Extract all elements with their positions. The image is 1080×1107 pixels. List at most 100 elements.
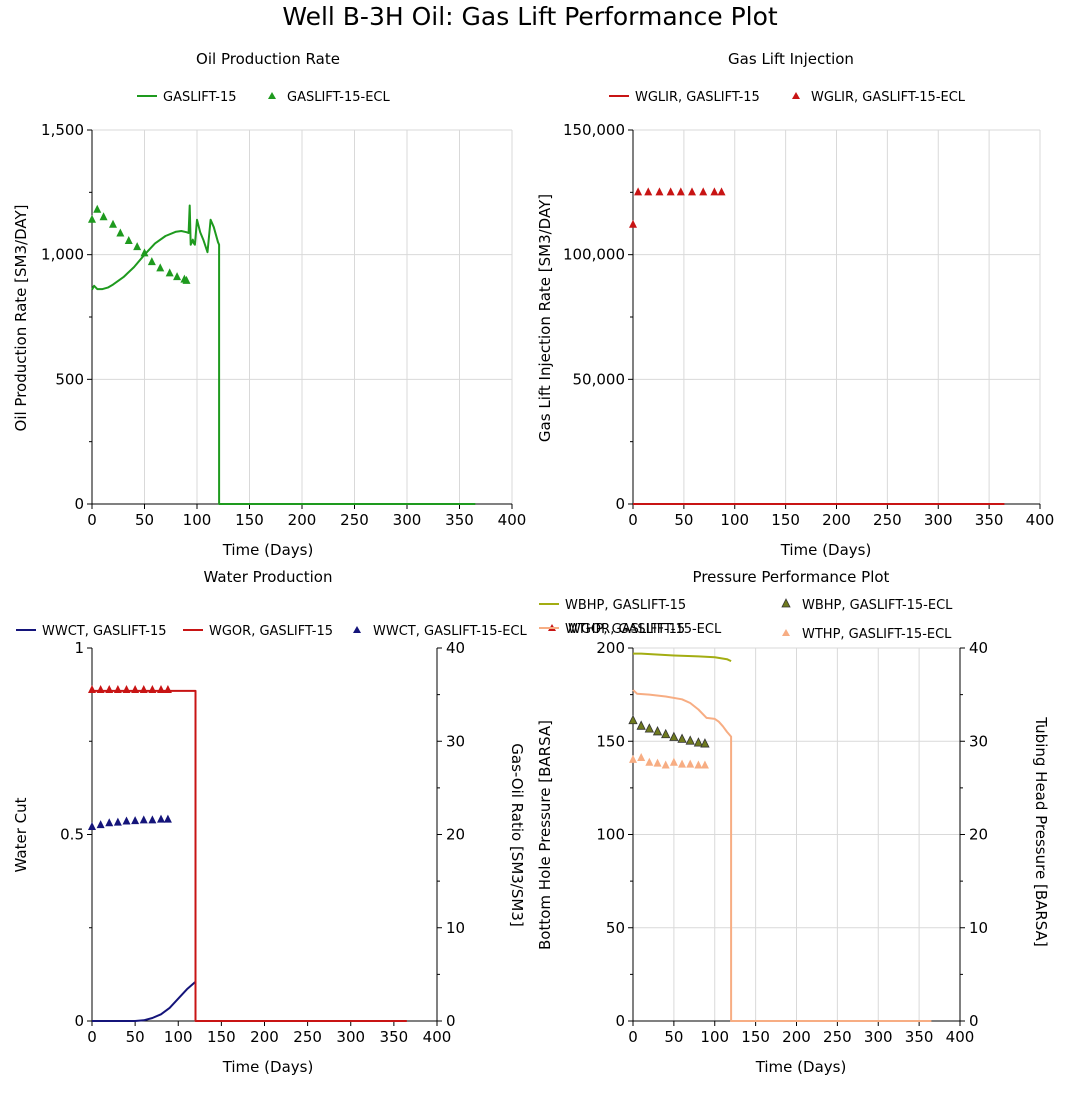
pressure-x-tick-label: 350 bbox=[905, 1028, 934, 1046]
water-series-3-point bbox=[105, 684, 114, 693]
oil-y-tick-label: 0 bbox=[74, 495, 84, 513]
gaslift-series-1-point bbox=[710, 187, 719, 196]
oil-panel-title: Oil Production Rate bbox=[196, 50, 340, 68]
oil-x-tick-label: 150 bbox=[235, 511, 264, 529]
water-x-tick-label: 50 bbox=[126, 1028, 145, 1046]
gaslift-x-tick-label: 400 bbox=[1026, 511, 1055, 529]
pressure-series-1-point bbox=[693, 737, 704, 747]
water-series-1-line bbox=[92, 689, 407, 1022]
water-series-3-point bbox=[131, 684, 140, 693]
gaslift-legend-ecl-label: WGLIR, GASLIFT-15-ECL bbox=[811, 90, 966, 105]
gaslift-series-1-point bbox=[634, 187, 643, 196]
water-y-tick-label: 0 bbox=[74, 1012, 84, 1030]
pressure-x-axis-label: Time (Days) bbox=[755, 1058, 847, 1076]
pressure-series-3-point bbox=[678, 759, 687, 768]
oil-x-tick-label: 300 bbox=[393, 511, 422, 529]
water-series-2-point bbox=[88, 822, 96, 831]
pressure-series-1-point bbox=[636, 720, 646, 730]
water-x-tick-label: 300 bbox=[336, 1028, 365, 1046]
pressure-x-tick-label: 300 bbox=[864, 1028, 893, 1046]
pressure-series-3-point bbox=[669, 757, 678, 766]
oil-y-tick-label: 500 bbox=[55, 370, 84, 388]
pressure-series-1-point bbox=[652, 726, 663, 736]
pressure-x-tick-label: 400 bbox=[946, 1028, 975, 1046]
pressure-legend-wthp-label: WTHP, GASLIFT-15 bbox=[565, 622, 685, 637]
water-legend-wct-label: WWCT, GASLIFT-15 bbox=[42, 624, 167, 639]
water-y-tick-label: 0.5 bbox=[60, 826, 84, 844]
pressure-series-1-point bbox=[628, 714, 638, 725]
water-series-3-point bbox=[139, 684, 148, 693]
water-x-axis-label: Time (Days) bbox=[222, 1058, 314, 1076]
pressure-series-3-point bbox=[653, 758, 662, 767]
pressure-y-tick-label: 50 bbox=[606, 919, 625, 937]
gaslift-x-tick-label: 200 bbox=[822, 511, 851, 529]
water-y2-tick-label: 10 bbox=[446, 919, 465, 937]
oil-legend-marker-swatch bbox=[268, 92, 276, 99]
water-series-3-point bbox=[157, 684, 165, 693]
oil-axes: 0 50 100 150 200 250 300 350 400 0 500 1,000 1,500 bbox=[41, 121, 526, 529]
oil-series-1-point bbox=[93, 204, 102, 213]
pressure-y-tick-label: 200 bbox=[596, 639, 625, 657]
gaslift-panel-title: Gas Lift Injection bbox=[728, 50, 854, 68]
pressure-legend-wthp-ecl-marker bbox=[782, 629, 790, 636]
water-x-tick-label: 400 bbox=[423, 1028, 452, 1046]
water-x-tick-label: 200 bbox=[250, 1028, 279, 1046]
oil-x-tick-label: 100 bbox=[183, 511, 212, 529]
gaslift-x-tick-label: 350 bbox=[975, 511, 1004, 529]
water-y-tick-label: 1 bbox=[74, 639, 84, 657]
pressure-series-1-point bbox=[700, 738, 710, 748]
pressure-legend-wthp-ecl-label: WTHP, GASLIFT-15-ECL bbox=[802, 627, 952, 642]
oil-series-1-point bbox=[182, 275, 191, 284]
pressure-series-0-line bbox=[633, 652, 732, 663]
pressure-y-tick-label: 100 bbox=[596, 826, 625, 844]
pressure-series-3-point bbox=[661, 760, 670, 769]
water-legend-wct-ecl-label: WWCT, GASLIFT-15-ECL bbox=[373, 624, 527, 639]
oil-x-tick-label: 350 bbox=[445, 511, 474, 529]
oil-legend-sim-label: GASLIFT-15 bbox=[163, 90, 237, 105]
oil-series-1-point bbox=[165, 268, 174, 277]
pressure-y2-tick-label: 0 bbox=[969, 1012, 979, 1030]
gaslift-x-tick-label: 300 bbox=[924, 511, 953, 529]
water-series-2-point bbox=[139, 815, 148, 824]
pressure-series-1-point bbox=[685, 735, 695, 745]
pressure-series-3-point bbox=[686, 759, 695, 768]
oil-x-axis-label: Time (Days) bbox=[222, 541, 314, 559]
water-series-2-point bbox=[148, 815, 157, 824]
oil-series-1-point bbox=[147, 257, 156, 266]
water-series-2-point bbox=[96, 820, 105, 829]
pressure-x-tick-label: 50 bbox=[664, 1028, 683, 1046]
pressure-x-tick-label: 100 bbox=[700, 1028, 729, 1046]
water-series-2-point bbox=[105, 818, 114, 827]
pressure-series-2-line bbox=[632, 689, 932, 1022]
water-panel-title: Water Production bbox=[204, 568, 333, 586]
gaslift-legend-sim-label: WGLIR, GASLIFT-15 bbox=[635, 90, 760, 105]
water-series-2-point bbox=[157, 814, 165, 823]
oil-x-tick-label: 250 bbox=[340, 511, 369, 529]
gaslift-x-tick-label: 50 bbox=[674, 511, 693, 529]
pressure-axes: 0 50 100 150 200 250 300 350 4000501001502000102… bbox=[596, 639, 988, 1046]
oil-series-1-point bbox=[133, 242, 142, 251]
oil-series-0-line bbox=[91, 204, 476, 505]
water-legend-wct-ecl-marker bbox=[353, 626, 361, 633]
gaslift-y-tick-label: 0 bbox=[615, 495, 625, 513]
oil-rate-panel: Oil Production Rate GASLIFT-15 GASLIFT-1… bbox=[12, 50, 526, 559]
water-series-3-point bbox=[163, 684, 172, 693]
oil-y-tick-label: 1,500 bbox=[41, 121, 84, 139]
pressure-x-tick-label: 150 bbox=[741, 1028, 770, 1046]
oil-x-tick-label: 0 bbox=[87, 511, 97, 529]
water-series-3-point bbox=[96, 684, 105, 693]
gaslift-series-1-point bbox=[699, 187, 708, 196]
gaslift-legend-marker-swatch bbox=[792, 92, 800, 99]
pressure-y2-tick-label: 10 bbox=[969, 919, 988, 937]
water-x-tick-label: 350 bbox=[380, 1028, 409, 1046]
pressure-series-1-point bbox=[677, 733, 687, 743]
water-panel: Water Production WWCT, GASLIFT-15 WGOR, … bbox=[12, 568, 722, 1076]
gaslift-series-1-point bbox=[644, 187, 653, 196]
gaslift-x-axis-label: Time (Days) bbox=[780, 541, 872, 559]
oil-legend-ecl-label: GASLIFT-15-ECL bbox=[287, 90, 391, 105]
water-y2-tick-label: 40 bbox=[446, 639, 465, 657]
water-x-tick-label: 100 bbox=[164, 1028, 193, 1046]
figure-title: Well B-3H Oil: Gas Lift Performance Plot bbox=[282, 2, 778, 31]
pressure-series-3-point bbox=[629, 754, 637, 763]
